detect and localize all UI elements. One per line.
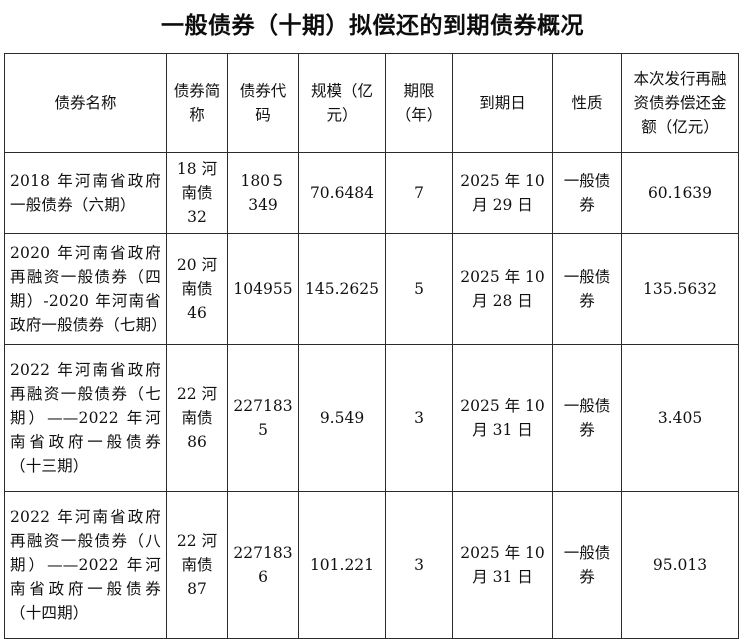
cell-bond-abbr: 18 河南债 32 [166, 151, 228, 234]
cell-term: 5 [385, 232, 453, 345]
table-body: 2018 年河南省政府一般债券（六期） 18 河南债 32 180５349 70… [4, 151, 739, 639]
cell-bond-code: 2271835 [227, 343, 299, 492]
cell-bond-name: 2022 年河南省政府再融资一般债券（八期）——2022 年河南省政府一般债券（… [4, 490, 167, 639]
cell-bond-abbr: 20 河南债 46 [166, 232, 228, 345]
cell-repay-amount: 60.1639 [621, 151, 739, 234]
table-header-row: 债券名称 债券简称 债券代码 规模（亿元） 期限（年） 到期日 性质 本次发行再… [4, 52, 739, 153]
cell-due-date: 2025 年 10 月 31 日 [452, 343, 553, 492]
column-header-bond-code: 债券代码 [227, 52, 299, 153]
cell-due-date: 2025 年 10 月 28 日 [452, 232, 553, 345]
column-header-due-date: 到期日 [452, 52, 553, 153]
cell-bond-abbr: 22 河南债 86 [166, 343, 228, 492]
cell-due-date: 2025 年 10 月 29 日 [452, 151, 553, 234]
column-header-nature: 性质 [552, 52, 622, 153]
column-header-scale: 规模（亿元） [298, 52, 386, 153]
column-header-repay-amount: 本次发行再融资债券偿还金额（亿元） [621, 52, 739, 153]
cell-term: 3 [385, 343, 453, 492]
cell-scale: 101.221 [298, 490, 386, 639]
table-row: 2022 年河南省政府再融资一般债券（八期）——2022 年河南省政府一般债券（… [4, 490, 739, 639]
column-header-term: 期限（年） [385, 52, 453, 153]
table-row: 2022 年河南省政府再融资一般债券（七期）——2022 年河南省政府一般债券（… [4, 343, 739, 492]
page-title: 一般债券（十期）拟偿还的到期债券概况 [161, 12, 584, 39]
cell-bond-code: 2271836 [227, 490, 299, 639]
table-row: 2018 年河南省政府一般债券（六期） 18 河南债 32 180５349 70… [4, 151, 739, 234]
cell-scale: 9.549 [298, 343, 386, 492]
cell-bond-name: 2022 年河南省政府再融资一般债券（七期）——2022 年河南省政府一般债券（… [4, 343, 167, 492]
cell-repay-amount: 3.405 [621, 343, 739, 492]
cell-due-date: 2025 年 10 月 31 日 [452, 490, 553, 639]
cell-bond-abbr: 22 河南债 87 [166, 490, 228, 639]
cell-scale: 70.6484 [298, 151, 386, 234]
cell-nature: 一般债券 [552, 490, 622, 639]
cell-nature: 一般债券 [552, 151, 622, 234]
column-header-bond-name: 债券名称 [4, 52, 167, 153]
cell-term: 3 [385, 490, 453, 639]
table-header: 债券名称 债券简称 债券代码 规模（亿元） 期限（年） 到期日 性质 本次发行再… [4, 52, 739, 153]
cell-nature: 一般债券 [552, 232, 622, 345]
cell-bond-code: 180５349 [227, 151, 299, 234]
cell-scale: 145.2625 [298, 232, 386, 345]
bond-summary-table: 债券名称 债券简称 债券代码 规模（亿元） 期限（年） 到期日 性质 本次发行再… [4, 52, 739, 639]
table-container: 债券名称 债券简称 债券代码 规模（亿元） 期限（年） 到期日 性质 本次发行再… [0, 52, 745, 639]
cell-term: 7 [385, 151, 453, 234]
cell-bond-name: 2018 年河南省政府一般债券（六期） [4, 151, 167, 234]
cell-repay-amount: 135.5632 [621, 232, 739, 345]
cell-bond-name: 2020 年河南省政府再融资一般债券（四期）-2020 年河南省政府一般债券（七… [4, 232, 167, 345]
cell-repay-amount: 95.013 [621, 490, 739, 639]
column-header-bond-abbr: 债券简称 [166, 52, 228, 153]
cell-bond-code: 104955 [227, 232, 299, 345]
table-row: 2020 年河南省政府再融资一般债券（四期）-2020 年河南省政府一般债券（七… [4, 232, 739, 345]
cell-nature: 一般债券 [552, 343, 622, 492]
